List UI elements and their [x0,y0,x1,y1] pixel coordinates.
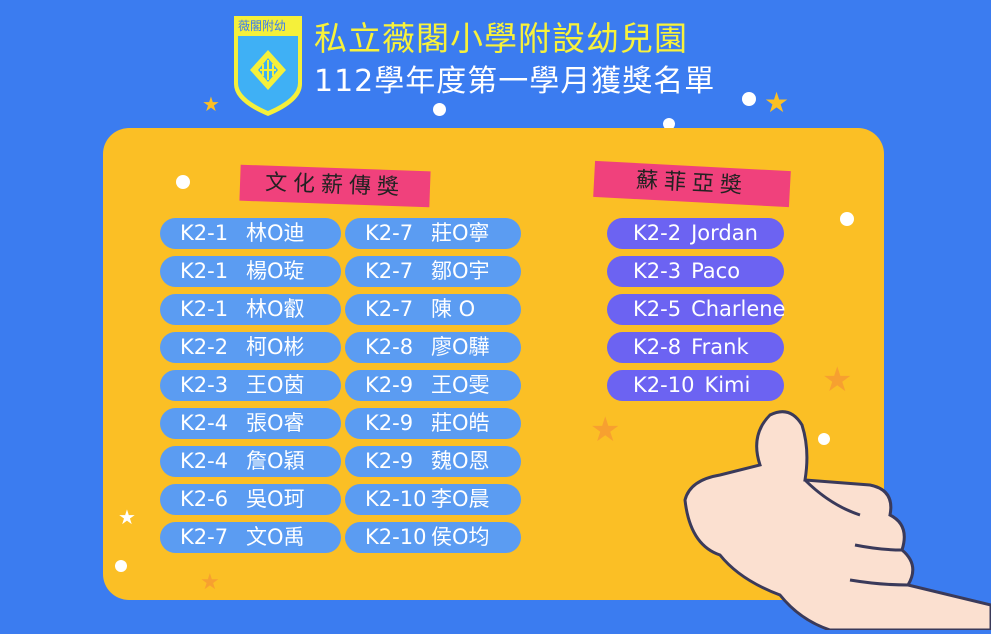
class-label: K2-1 [180,297,229,321]
star-icon: ★ [202,92,220,116]
student-name: 廖O驊 [431,335,490,359]
school-title: 私立薇閣小學附設幼兒園 [314,19,688,58]
class-label: K2-4 [180,411,229,435]
class-label: K2-3 [180,373,229,397]
class-label: K2-6 [180,487,229,511]
student-name: 李O晨 [431,487,490,511]
winner-pill: K2-6 吳O珂 [160,484,341,515]
winner-pill: K2-4 詹O穎 [160,446,341,477]
class-label: K2-8 [633,335,682,359]
winner-pill: K2-2 柯O彬 [160,332,341,363]
student-name: 張O睿 [246,411,305,435]
winner-pill: K2-10 侯O均 [345,522,521,553]
student-name: 陳 O [431,297,476,321]
student-name: Kimi [704,373,751,397]
winner-pill: K2-7 鄒O宇 [345,256,521,287]
student-name: 鄒O宇 [431,259,490,283]
class-label: K2-10 [365,487,427,511]
student-name: 詹O穎 [246,449,305,473]
class-label: K2-3 [633,259,682,283]
winner-pill: K2-9 莊O皓 [345,408,521,439]
student-name: 林O迪 [246,221,305,245]
class-label: K2-9 [365,373,414,397]
decor-dot [840,212,854,226]
student-name: 王O雯 [431,373,490,397]
winner-pill: K2-1 楊O琁 [160,256,341,287]
winner-pill: K2-10 Kimi [607,370,784,401]
class-label: K2-4 [180,449,229,473]
thumbs-up-hand [680,405,991,632]
class-label: K2-1 [180,259,229,283]
class-label: K2-10 [365,525,427,549]
class-label: K2-9 [365,449,414,473]
student-name: 柯O彬 [246,335,305,359]
student-name: 文O禹 [246,525,305,549]
class-label: K2-7 [365,259,414,283]
star-icon: ★ [822,360,853,400]
class-label: K2-5 [633,297,682,321]
winner-pill: K2-1 林O叡 [160,294,341,325]
star-icon: ★ [764,86,790,119]
class-label: K2-7 [365,221,414,245]
student-name: 楊O琁 [246,259,305,283]
winner-pill: K2-9 魏O恩 [345,446,521,477]
decor-dot [742,92,756,106]
winner-pill: K2-4 張O睿 [160,408,341,439]
award-ribbon-culture: 文化薪傳獎 [239,164,431,208]
star-icon: ★ [118,505,136,529]
star-icon: ★ [200,570,220,595]
logo-text: 薇閣附幼 [238,19,287,33]
decor-dot [818,433,830,445]
class-label: K2-7 [365,297,414,321]
student-name: Jordan [691,221,758,245]
student-name: 侯O均 [431,525,490,549]
class-label: K2-1 [180,221,229,245]
winner-pill: K2-3 王O茵 [160,370,341,401]
decor-dot [115,560,127,572]
student-name: Frank [691,335,749,359]
student-name: 莊O寧 [431,221,490,245]
student-name: Charlene [691,297,786,321]
class-label: K2-8 [365,335,414,359]
winner-pill: K2-9 王O雯 [345,370,521,401]
school-logo: 薇閣附幼 [232,14,304,118]
student-name: 魏O恩 [431,449,490,473]
winner-pill: K2-5 Charlene [607,294,786,325]
student-name: 林O叡 [246,297,305,321]
class-label: K2-2 [180,335,229,359]
winner-pill: K2-2 Jordan [607,218,784,249]
class-label: K2-9 [365,411,414,435]
winner-pill: K2-8 廖O驊 [345,332,521,363]
winner-pill: K2-1 林O迪 [160,218,341,249]
winner-pill: K2-7 陳 O [345,294,521,325]
winner-pill: K2-7 文O禹 [160,522,341,553]
class-label: K2-7 [180,525,229,549]
winner-pill: K2-7 莊O寧 [345,218,521,249]
decor-dot [176,175,190,189]
winner-pill: K2-10 李O晨 [345,484,521,515]
star-icon: ★ [590,410,621,450]
class-label: K2-10 [633,373,695,397]
class-label: K2-2 [633,221,682,245]
student-name: 王O茵 [246,373,305,397]
winner-pill: K2-8 Frank [607,332,784,363]
decor-dot [663,118,675,130]
student-name: 吳O珂 [246,487,305,511]
page-subtitle: 112學年度第一學月獲獎名單 [314,64,716,99]
student-name: Paco [691,259,741,283]
winner-pill: K2-3 Paco [607,256,784,287]
student-name: 莊O皓 [431,411,490,435]
decor-dot [433,103,446,116]
